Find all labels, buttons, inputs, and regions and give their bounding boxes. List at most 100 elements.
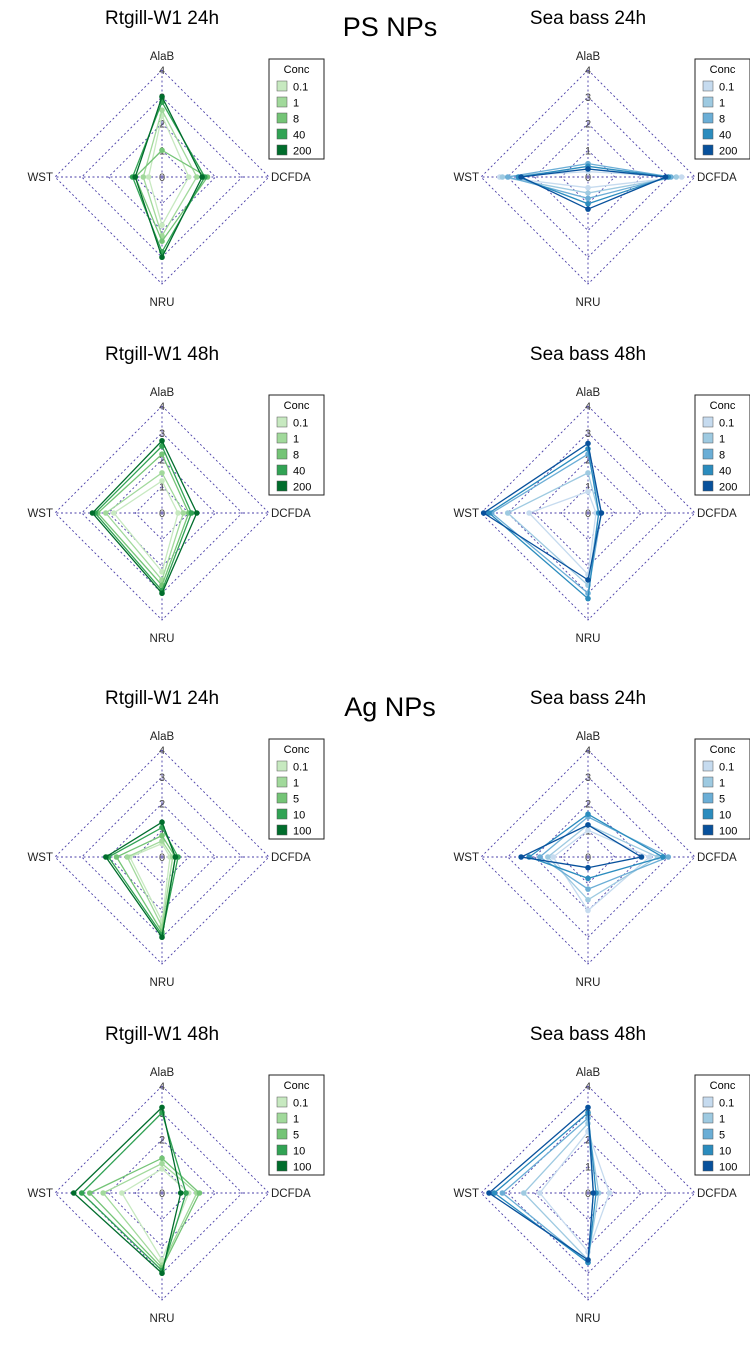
series-point	[585, 886, 591, 892]
tick-label: 0	[585, 508, 591, 520]
series-point	[521, 1190, 527, 1196]
series-point	[86, 1190, 93, 1196]
legend-swatch	[276, 80, 288, 92]
radar-panel: Sea bass 48h01234AlaBDCFDANRUWSTConc0.11…	[453, 344, 750, 645]
legend-swatch	[702, 1112, 714, 1124]
legend-label: 0.1	[293, 82, 308, 94]
series-point	[550, 854, 557, 860]
legend-label: 200	[293, 146, 311, 158]
series-point	[199, 174, 205, 180]
series-point	[585, 1257, 591, 1263]
series-point	[159, 478, 165, 484]
grid-ring	[560, 485, 616, 541]
series-point	[132, 174, 139, 180]
series-point	[103, 510, 109, 516]
tick-label: 4	[159, 1081, 165, 1093]
legend-swatch	[702, 416, 714, 428]
series-point	[585, 190, 591, 196]
grid-ring	[560, 149, 616, 205]
tick-label: 0	[159, 1188, 165, 1200]
legend-label: 40	[293, 130, 305, 142]
legend-label: 0.1	[719, 82, 734, 94]
legend-label: 5	[293, 794, 299, 806]
tick-label: 2	[159, 1135, 165, 1147]
tick-label: 4	[585, 65, 591, 77]
tick-label: 4	[585, 745, 591, 757]
legend-title: Conc	[710, 400, 736, 412]
radar-panel: Sea bass 24h 0 1 2 3 4 AlaB DCFDA NRU WST Conc 0.1 1…	[453, 8, 750, 309]
grid-ring	[533, 802, 643, 912]
legend-swatch	[276, 792, 288, 804]
series-point	[188, 510, 195, 516]
series-point	[486, 510, 492, 516]
series-point	[598, 510, 605, 516]
legend-title: Conc	[710, 1080, 736, 1092]
legend-label: 8	[719, 450, 725, 462]
legend-swatch	[702, 776, 714, 788]
tick-label: 2	[585, 799, 591, 811]
legend-label: 40	[719, 466, 731, 478]
legend-swatch	[702, 808, 714, 820]
axis-label-wst: WST	[27, 1188, 53, 1200]
series-point	[585, 827, 591, 834]
panel-title: Rtgill-W1 24h	[105, 8, 219, 29]
series-point	[585, 200, 591, 207]
tick-label: 4	[585, 401, 591, 413]
panel-title: Sea bass 48h	[530, 344, 646, 365]
legend-swatch	[702, 128, 714, 140]
legend-label: 10	[293, 810, 305, 822]
axis-label-dcfda: DCFDA	[697, 852, 737, 864]
series-point	[585, 195, 591, 202]
axis-label-nru: NRU	[576, 297, 601, 309]
legend-label: 1	[719, 1114, 725, 1126]
legend-swatch	[276, 144, 288, 156]
panel-title: Rtgill-W1 48h	[105, 1024, 219, 1045]
legend-label: 1	[719, 434, 725, 446]
series-line	[88, 1157, 201, 1270]
series-point	[518, 174, 524, 180]
tick-label: 0	[585, 852, 591, 864]
tick-label: 1	[585, 145, 591, 157]
grid-ring	[54, 749, 270, 965]
legend-label: 0.1	[719, 1098, 734, 1110]
grid-ring	[107, 802, 217, 912]
legend-swatch	[276, 760, 288, 772]
panel-title: Sea bass 24h	[530, 688, 646, 709]
series-point	[159, 1155, 165, 1162]
radar-panel: Rtgill-W1 24h 0 1 2 3 4 AlaB DCFDA NRU WST Conc 0.1…	[27, 688, 325, 989]
axis-label-wst: WST	[453, 1188, 479, 1200]
panel-title: Sea bass 48h	[530, 1024, 646, 1045]
series-point	[159, 590, 165, 597]
legend-label: 100	[293, 1162, 311, 1174]
axis-label-dcfda: DCFDA	[697, 508, 737, 520]
series-point	[585, 1104, 591, 1111]
series-point	[180, 510, 187, 516]
grid-ring	[507, 1112, 669, 1274]
tick-label: 3	[585, 772, 591, 784]
legend-label: 1	[293, 98, 299, 110]
legend-swatch	[276, 448, 288, 460]
radar-panel: Sea bass 48h01234AlaBDCFDANRUWSTConc0.11…	[453, 1024, 750, 1325]
series-point	[585, 470, 591, 476]
series-point	[70, 1190, 77, 1196]
tick-label: 1	[159, 825, 165, 837]
legend-title: Conc	[710, 64, 736, 76]
grid-ring	[533, 1138, 643, 1248]
series-point	[585, 206, 591, 212]
legend-label: 1	[719, 778, 725, 790]
axis-label-alab: AlaB	[150, 731, 175, 743]
series-point	[673, 174, 680, 180]
legend-label: 10	[719, 1146, 731, 1158]
series-point	[491, 1190, 498, 1196]
legend-title: Conc	[284, 744, 310, 756]
grid-ring	[507, 96, 669, 258]
legend-label: 200	[293, 482, 311, 494]
axis-label-alab: AlaB	[576, 387, 601, 399]
legend-label: 40	[719, 130, 731, 142]
axis-label-wst: WST	[453, 508, 479, 520]
series-point	[159, 93, 165, 100]
series-point	[119, 1190, 125, 1196]
legend-label: 8	[719, 114, 725, 126]
legend-swatch	[702, 824, 714, 836]
radar-panel: Rtgill-W1 48h01234AlaBDCFDANRUWSTConc0.1…	[27, 1024, 325, 1325]
